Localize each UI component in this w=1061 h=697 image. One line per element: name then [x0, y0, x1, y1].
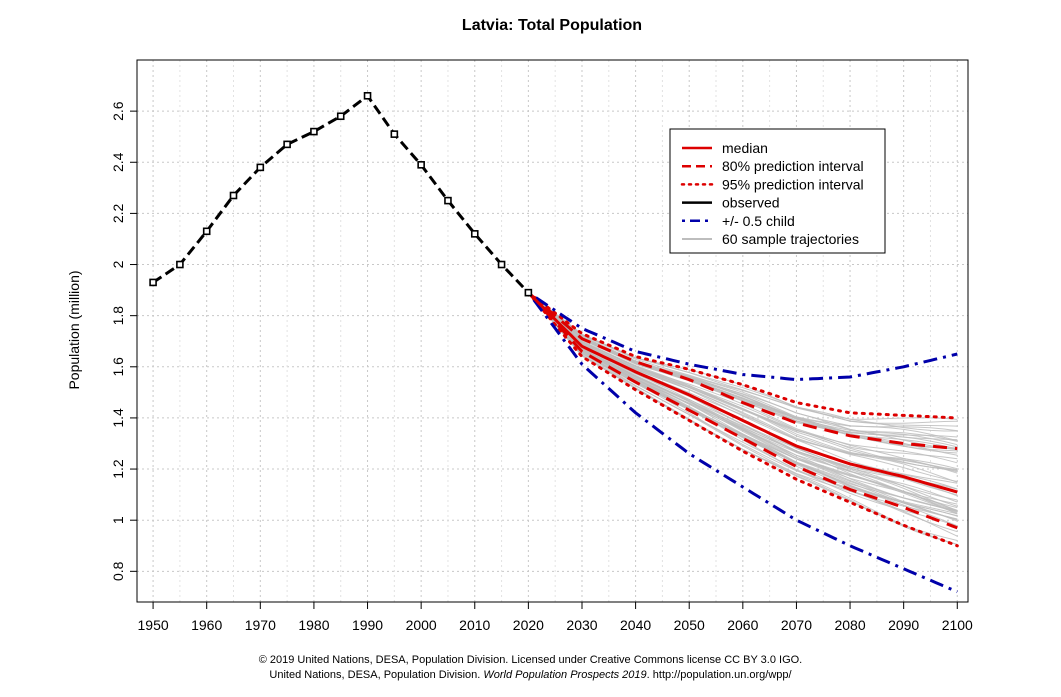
trajectory-line — [528, 292, 958, 512]
observed-point — [283, 140, 291, 149]
observed-points — [149, 91, 533, 297]
y-tick-label: 1.2 — [110, 459, 126, 479]
x-tick-label: 2070 — [781, 617, 812, 633]
x-tick-label: 1990 — [352, 617, 383, 633]
population-chart: Latvia: Total Population 1950 1960 1970 198… — [66, 17, 973, 633]
legend-label: median — [722, 140, 768, 156]
x-tick-label: 2060 — [727, 617, 758, 633]
trajectory-line — [528, 292, 958, 533]
y-tick-label: 0.8 — [110, 561, 126, 581]
trajectory-line — [528, 292, 958, 537]
legend-label: 80% prediction interval — [722, 158, 864, 174]
x-tick-label: 2080 — [834, 617, 865, 633]
legend-label: +/- 0.5 child — [722, 213, 795, 229]
y-tick-label: 1.6 — [110, 357, 126, 377]
x-tick-label: 1970 — [245, 617, 276, 633]
legend-box — [669, 128, 886, 254]
trajectory-line — [528, 292, 958, 432]
x-tick-label: 1950 — [138, 617, 169, 633]
observed-point — [149, 278, 157, 287]
x-tick-label: 2040 — [620, 617, 651, 633]
plot-frame — [136, 59, 969, 603]
y-tick-label: 2.4 — [110, 152, 126, 172]
y-tick-label: 1.8 — [110, 306, 126, 326]
observed-point — [310, 127, 318, 136]
footer-source-suffix: . http://population.un.org/wpp/ — [646, 669, 792, 681]
legend-label: 95% prediction interval — [722, 176, 864, 192]
y-tick-label: 2.6 — [110, 101, 126, 121]
legend-label: observed — [722, 195, 780, 211]
x-axis: 1950 1960 1970 1980 1990 2000 2010 2020 2030 2040… — [138, 602, 973, 633]
series-lines — [152, 93, 959, 594]
trajectory-line — [528, 292, 958, 507]
median-line — [527, 291, 958, 494]
observed-point — [256, 163, 265, 172]
y-axis: 0.8 1 1.2 1.4 1.6 1.8 2 2.2 2.4 2.6 — [110, 101, 137, 581]
observed-point — [390, 130, 399, 138]
x-tick-label: 2020 — [513, 617, 544, 633]
observed-point — [470, 230, 479, 238]
observed-point — [497, 260, 506, 269]
pi80-upper-line — [527, 291, 958, 451]
x-tick-label: 1980 — [298, 617, 329, 633]
legend: median 80% prediction interval 95% predict… — [669, 128, 886, 254]
chart-title: Latvia: Total Population — [462, 17, 642, 34]
trajectory-line — [528, 292, 958, 460]
observed-point — [336, 112, 345, 121]
x-tick-label: 2030 — [566, 617, 597, 633]
observed-point — [444, 196, 452, 205]
pi95-lower-line — [526, 291, 959, 548]
x-tick-label: 2050 — [674, 617, 705, 633]
y-tick-label: 1 — [110, 516, 126, 524]
legend-label: 60 sample trajectories — [722, 231, 859, 247]
footer-source-prefix: United Nations, DESA, Population Divisio… — [269, 669, 484, 681]
x-tick-label: 2100 — [942, 617, 973, 633]
y-tick-label: 2.2 — [110, 203, 126, 223]
child-minus-line — [527, 291, 958, 594]
observed-point — [176, 260, 184, 269]
observed-point — [417, 161, 425, 169]
child-plus-line — [527, 291, 958, 382]
y-tick-label: 2 — [110, 260, 126, 268]
y-tick-label: 1.4 — [110, 408, 126, 428]
observed-point — [363, 91, 372, 100]
footer-source: United Nations, DESA, Population Divisio… — [0, 669, 1061, 681]
footer-source-title: World Population Prospects 2019 — [483, 669, 647, 681]
pi80-lower-line — [527, 291, 958, 530]
observed-point — [229, 191, 238, 200]
y-axis-label: Population (million) — [66, 270, 82, 389]
trajectory-line — [528, 292, 958, 432]
x-tick-label: 2010 — [459, 617, 490, 633]
x-tick-label: 2000 — [406, 617, 437, 633]
x-tick-label: 1960 — [191, 617, 222, 633]
x-tick-label: 2090 — [888, 617, 919, 633]
observed-point — [524, 288, 533, 297]
observed-point — [202, 227, 211, 236]
footer-copyright: © 2019 United Nations, DESA, Population … — [258, 654, 803, 666]
pi95-upper-line — [526, 291, 959, 420]
